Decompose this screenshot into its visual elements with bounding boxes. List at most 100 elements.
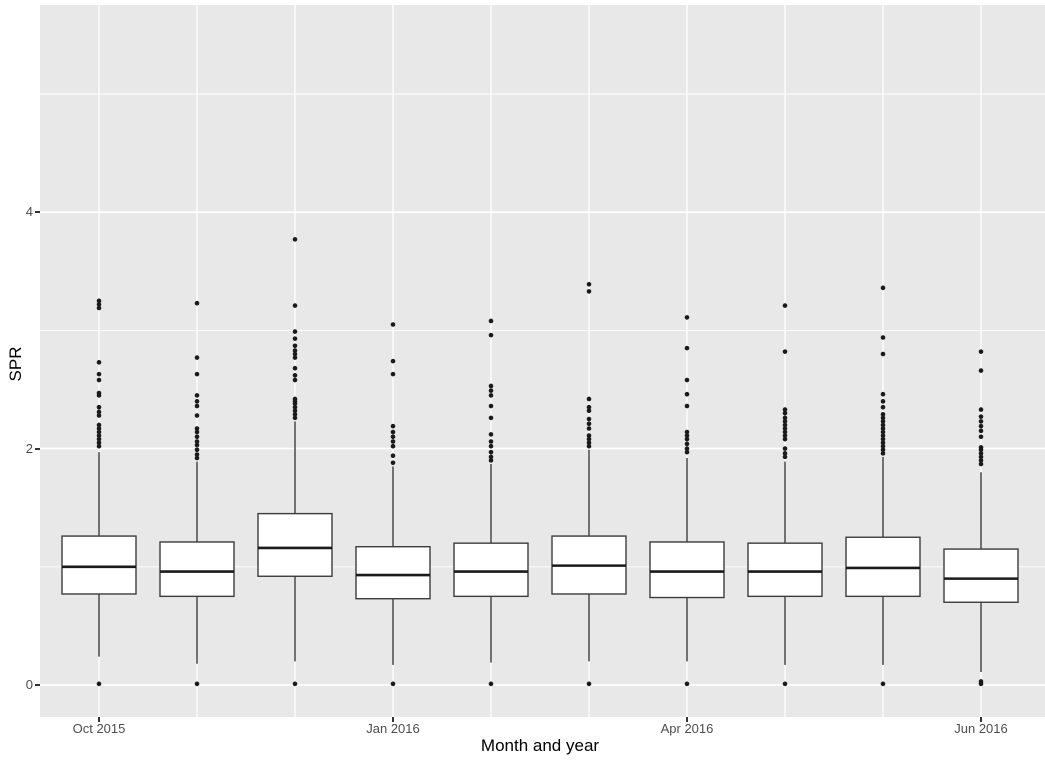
outlier-point [684, 429, 690, 435]
outlier-point [488, 454, 494, 460]
outlier-point [880, 391, 886, 397]
outlier-point [194, 403, 200, 409]
outlier-point [684, 391, 690, 397]
y-axis-title: SPR [6, 346, 25, 382]
outlier-point [292, 336, 298, 341]
outlier-point [880, 419, 886, 424]
outlier-point [978, 451, 984, 456]
outlier-point [586, 421, 592, 427]
outlier-point [488, 318, 494, 324]
outlier-point [586, 443, 592, 449]
outlier-point [586, 282, 592, 287]
outlier-point [586, 436, 592, 442]
outlier-point [684, 446, 690, 451]
plot-panel [40, 5, 1045, 717]
outlier-point [194, 439, 200, 444]
outlier-point [194, 399, 200, 404]
outlier-point [292, 377, 298, 383]
outlier-point [96, 681, 102, 687]
outlier-point [586, 440, 592, 445]
outlier-point [292, 404, 298, 410]
outlier-point [194, 442, 200, 448]
outlier-point [978, 458, 984, 463]
outlier-point [96, 413, 102, 418]
outlier-point [194, 355, 200, 360]
y-tick-label: 4 [25, 204, 33, 220]
outlier-point [488, 415, 494, 421]
outlier-point [586, 404, 592, 410]
outlier-point [782, 446, 788, 451]
outlier-point [292, 365, 298, 371]
outlier-point [96, 436, 102, 442]
outlier-point [978, 428, 984, 434]
outlier-point [390, 439, 396, 444]
outlier-point [390, 434, 396, 440]
outlier-point [586, 416, 592, 422]
outlier-point [292, 303, 298, 308]
outlier-point [96, 371, 102, 377]
outlier-point [488, 393, 494, 398]
outlier-point [96, 422, 102, 428]
boxplot-month [649, 315, 725, 687]
outlier-point [684, 441, 690, 447]
outlier-point [880, 422, 886, 428]
x-tick-label: Jan 2016 [366, 721, 420, 736]
outlier-point [292, 237, 298, 242]
outlier-point [782, 451, 788, 456]
outlier-point [782, 415, 788, 421]
outlier-point [880, 681, 886, 687]
outlier-point [488, 403, 494, 409]
outlier-point [390, 453, 396, 458]
y-tick-mark [35, 684, 40, 686]
x-tick-mark [392, 717, 394, 722]
outlier-point [782, 419, 788, 424]
iqr-box [747, 542, 823, 598]
outlier-point [782, 426, 788, 431]
outlier-point [586, 426, 592, 431]
outlier-point [488, 383, 494, 389]
outlier-point [782, 429, 788, 435]
outlier-point [880, 412, 886, 417]
outlier-point [880, 399, 886, 404]
outlier-point [782, 410, 788, 416]
iqr-box [649, 541, 725, 599]
outlier-point [292, 348, 298, 353]
outlier-point [194, 434, 200, 440]
outlier-point [880, 285, 886, 291]
outlier-point [978, 368, 984, 373]
outlier-point [488, 432, 494, 437]
outlier-point [978, 423, 984, 429]
y-tick-mark [35, 211, 40, 214]
outlier-point [96, 404, 102, 410]
outlier-point [194, 681, 200, 687]
outlier-point [488, 449, 494, 455]
outlier-point [96, 409, 102, 415]
outlier-point [292, 373, 298, 378]
outlier-point [292, 412, 298, 417]
y-tick-label: 0 [25, 677, 33, 692]
outlier-point [782, 454, 788, 460]
outlier-point [96, 377, 102, 383]
outlier-point [782, 436, 788, 442]
outlier-point [782, 407, 788, 412]
outlier-point [194, 300, 200, 306]
outlier-point [880, 415, 886, 421]
outlier-point [292, 351, 298, 357]
outlier-point [880, 426, 886, 431]
outlier-point [488, 458, 494, 463]
outlier-point [96, 433, 102, 438]
x-axis-title: Month and year [480, 736, 600, 755]
outlier-point [782, 349, 788, 354]
y-tick-mark [35, 447, 40, 450]
outlier-point [390, 423, 396, 429]
outlier-point [684, 315, 690, 320]
boxplot-month [159, 300, 235, 687]
outlier-point [96, 443, 102, 449]
outlier-point [684, 377, 690, 383]
outlier-point [978, 407, 984, 412]
outlier-point [488, 681, 494, 687]
x-tick-label: Apr 2016 [660, 721, 714, 736]
iqr-box [355, 546, 431, 600]
x-tick-label: Oct 2015 [72, 721, 126, 736]
outlier-point [194, 413, 200, 418]
